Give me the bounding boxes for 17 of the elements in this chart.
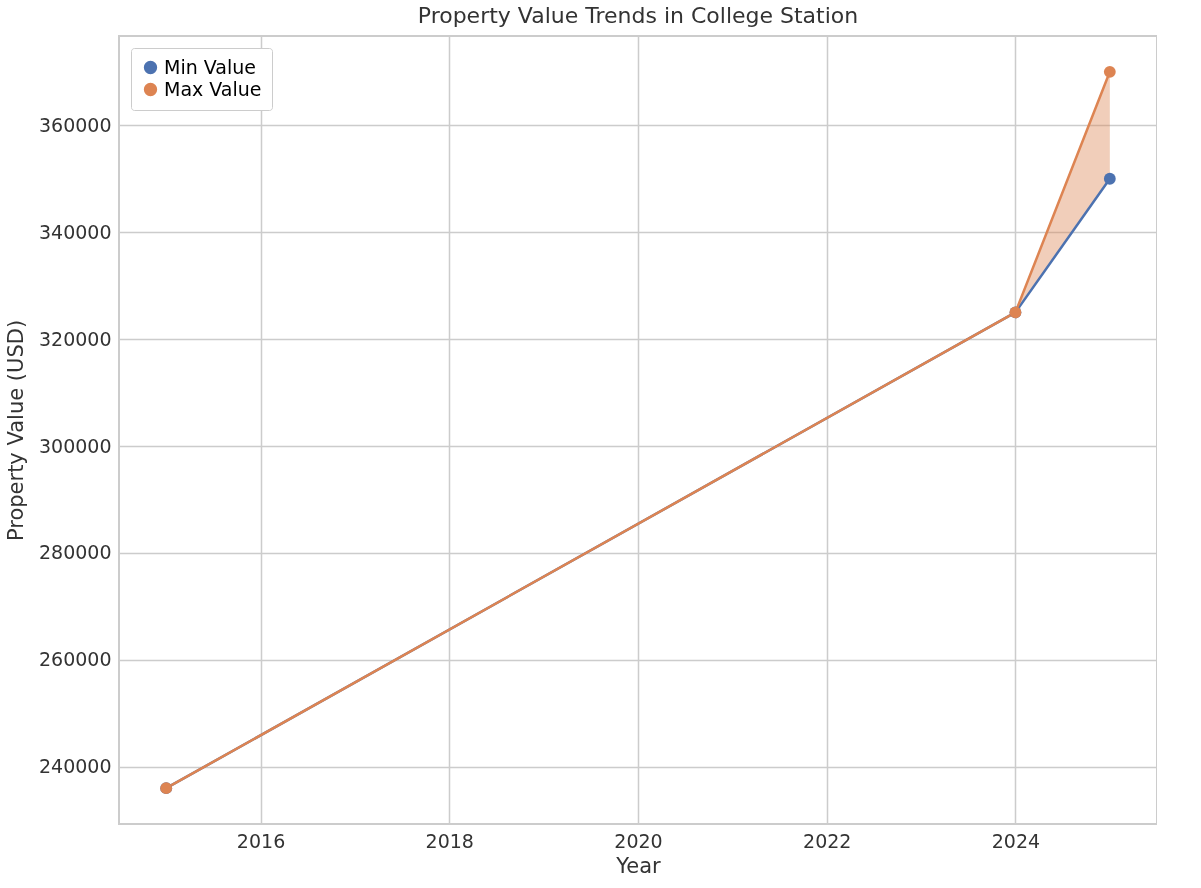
x-tick-label: 2018 xyxy=(425,829,474,852)
x-axis-title: Year xyxy=(615,853,662,878)
x-tick-label: 2024 xyxy=(991,829,1041,852)
legend-label: Max Value xyxy=(164,77,262,100)
y-tick-label: 340000 xyxy=(38,220,112,243)
chart-title: Property Value Trends in College Station xyxy=(417,3,859,28)
x-tick-label: 2022 xyxy=(803,829,852,852)
y-axis-title: Property Value (USD) xyxy=(3,319,28,542)
y-tick-label: 360000 xyxy=(38,113,112,136)
y-tick-label: 280000 xyxy=(38,541,112,564)
y-tick-label: 320000 xyxy=(38,327,112,350)
y-tick-label: 240000 xyxy=(38,755,112,778)
y-tick-label: 300000 xyxy=(38,434,112,457)
x-tick-label: 2020 xyxy=(614,829,663,852)
x-tick-label: 2016 xyxy=(236,829,286,852)
legend-label: Min Value xyxy=(164,55,256,78)
y-tick-label: 260000 xyxy=(38,648,112,671)
